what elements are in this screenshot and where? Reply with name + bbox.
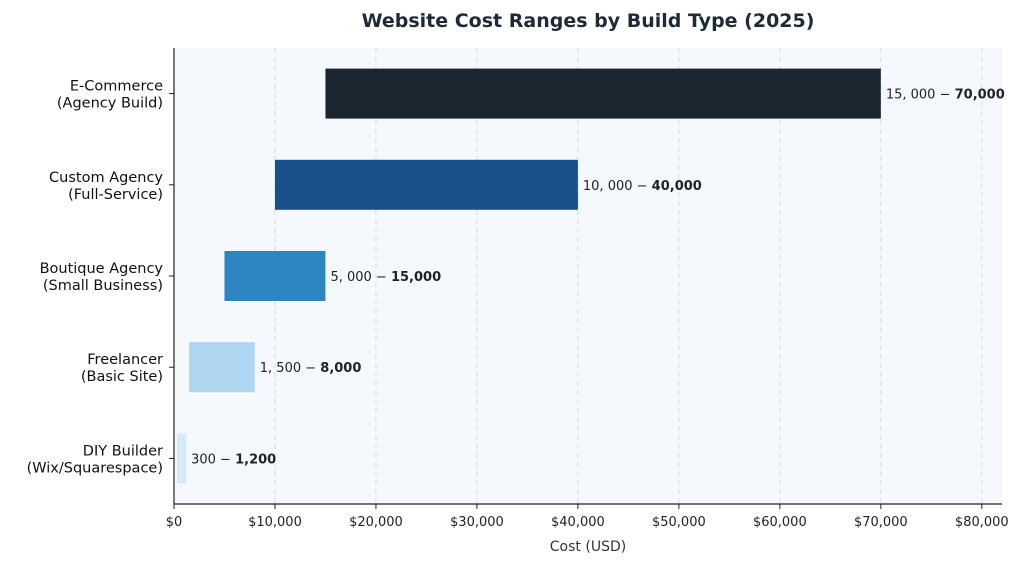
range-high-label: 40,000 bbox=[652, 179, 702, 194]
range-bar bbox=[189, 342, 255, 393]
x-tick-label: $50,000 bbox=[652, 515, 706, 530]
x-tick-label: $30,000 bbox=[450, 515, 504, 530]
x-tick-label: $70,000 bbox=[854, 515, 908, 530]
y-tick-label-line: DIY Builder bbox=[83, 443, 163, 459]
range-data-label: 300 − 1,200 bbox=[191, 452, 276, 467]
x-tick-label: $10,000 bbox=[248, 515, 302, 530]
range-bar bbox=[177, 433, 187, 484]
x-tick-label: $0 bbox=[166, 515, 183, 530]
range-high-label: 70,000 bbox=[955, 88, 1005, 103]
y-tick-label: Custom Agency (Full-Service) bbox=[49, 170, 163, 203]
range-bar bbox=[274, 159, 578, 210]
range-low-label: 5, 000 − bbox=[330, 270, 391, 285]
range-low-label: 10, 000 − bbox=[583, 179, 652, 194]
y-tick-label: Freelancer (Basic Site) bbox=[81, 352, 163, 385]
y-tick-label-line: (Basic Site) bbox=[81, 369, 163, 385]
y-tick-label-line: (Full-Service) bbox=[68, 187, 163, 203]
y-tick-label-line: Freelancer bbox=[87, 352, 163, 368]
x-tick-label: $40,000 bbox=[551, 515, 605, 530]
y-tick-label-line: E-Commerce bbox=[70, 79, 163, 95]
range-low-label: 1, 500 − bbox=[260, 361, 321, 376]
x-tick-label: $20,000 bbox=[349, 515, 403, 530]
y-tick-label-line: (Small Business) bbox=[43, 278, 163, 294]
range-high-label: 1,200 bbox=[235, 452, 276, 467]
y-tick-label: Boutique Agency (Small Business) bbox=[40, 261, 164, 294]
range-data-label: 15, 000 − 70,000 bbox=[886, 88, 1005, 103]
range-data-label: 1, 500 − 8,000 bbox=[260, 361, 362, 376]
range-high-label: 8,000 bbox=[320, 361, 361, 376]
y-tick-label-line: (Agency Build) bbox=[57, 96, 163, 112]
range-high-label: 15,000 bbox=[391, 270, 441, 285]
y-tick-label: E-Commerce (Agency Build) bbox=[57, 79, 163, 112]
x-axis-label: Cost (USD) bbox=[550, 539, 626, 555]
x-tick-label: $60,000 bbox=[753, 515, 807, 530]
range-low-label: 300 − bbox=[191, 452, 235, 467]
range-low-label: 15, 000 − bbox=[886, 88, 955, 103]
range-data-label: 10, 000 − 40,000 bbox=[583, 179, 702, 194]
range-data-label: 5, 000 − 15,000 bbox=[330, 270, 441, 285]
range-bar bbox=[325, 68, 881, 119]
y-tick-label-line: (Wix/Squarespace) bbox=[27, 460, 163, 476]
y-tick-label-line: Custom Agency bbox=[49, 170, 163, 186]
y-tick-label-line: Boutique Agency bbox=[40, 261, 164, 277]
x-tick-label: $80,000 bbox=[955, 515, 1009, 530]
y-tick-label: DIY Builder (Wix/Squarespace) bbox=[27, 443, 163, 476]
chart-title: Website Cost Ranges by Build Type (2025) bbox=[362, 10, 815, 32]
range-bar bbox=[224, 251, 326, 301]
